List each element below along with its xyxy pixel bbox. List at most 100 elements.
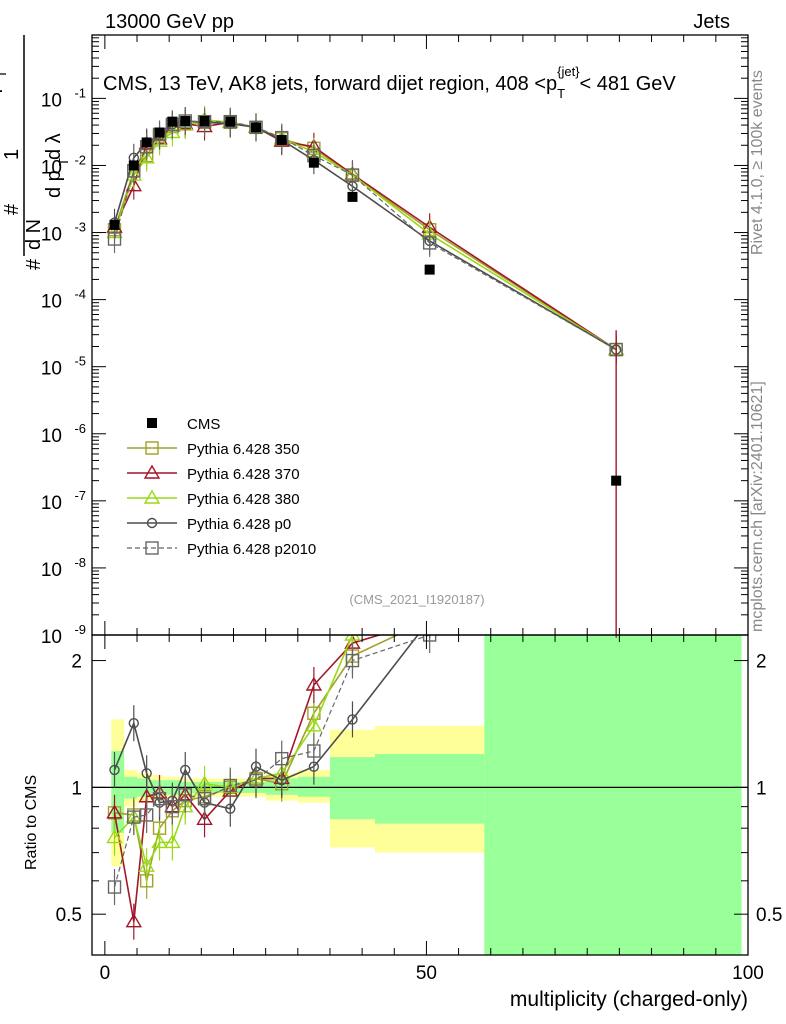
series-line-1 (113, 121, 617, 351)
legend-marker (147, 418, 157, 428)
data-point (128, 160, 139, 171)
ratio-point (345, 653, 360, 668)
ratio-y-tick-label: 2 (71, 652, 82, 673)
ratio-point (139, 808, 154, 822)
ratio-point (138, 857, 155, 872)
main-series (106, 105, 625, 635)
svg-text:T: T (0, 70, 9, 78)
ratio-point (109, 764, 120, 776)
data-point (154, 127, 165, 138)
data-point (251, 122, 261, 133)
ratio-point (197, 791, 212, 806)
legend-marker (143, 464, 161, 479)
data-point (225, 116, 236, 127)
data-point (141, 137, 152, 148)
y-tick-label: 10 -7 (41, 488, 86, 514)
svg-text:T: T (56, 158, 71, 166)
legend-marker (146, 517, 158, 529)
ratio-point (106, 804, 123, 819)
ratio-point (423, 613, 437, 625)
svg-text:#: # (23, 258, 45, 270)
svg-text:d N: d N (23, 219, 45, 250)
ratio-point (305, 676, 323, 691)
svg-text:d p: d p (43, 170, 65, 198)
data-point (199, 116, 210, 127)
legend-item-4: Pythia 6.428 p2010 (127, 541, 316, 558)
ratio-point (225, 803, 236, 814)
ratio-y-tick-label-right: 0.5 (756, 905, 782, 926)
ratio-point (275, 751, 289, 766)
legend-item-2: Pythia 6.428 380 (127, 489, 300, 508)
legend-item-0: Pythia 6.428 350 (127, 441, 300, 458)
data-point (308, 157, 319, 168)
series-point (107, 232, 122, 246)
data-point (424, 264, 435, 275)
legend-label: Pythia 6.428 380 (187, 491, 300, 508)
ratio-y-tick-label: 1 (71, 778, 82, 799)
data-point (109, 219, 120, 230)
ratio-y-tick-label-right: 2 (756, 652, 767, 673)
ratio-line-4 (113, 635, 438, 888)
series-point (249, 120, 263, 135)
x-tick-label: 100 (732, 963, 764, 984)
ratio-point (344, 635, 361, 641)
ratio-y-axis-label: Ratio to CMS (23, 775, 40, 870)
ratio-point (307, 744, 321, 758)
data-point (180, 116, 191, 127)
ratio-frame (91, 634, 749, 956)
legend-item-1: Pythia 6.428 370 (127, 464, 300, 483)
ratio-point (164, 834, 181, 849)
legend-item-cms: CMS (147, 416, 220, 433)
ratio-point (106, 829, 123, 844)
legend-marker (145, 541, 159, 555)
ratio-point (107, 880, 122, 894)
y-tick-label: 10 -6 (41, 421, 86, 447)
series-line-3 (113, 120, 617, 351)
series-line-4 (113, 120, 617, 351)
ratio-point (152, 791, 167, 806)
legend-label: Pythia 6.428 p2010 (187, 541, 316, 558)
y-tick-label: 10 -8 (41, 555, 86, 581)
band-green-10 (374, 754, 485, 824)
ratio-point (151, 834, 168, 849)
svg-text:#: # (0, 198, 5, 210)
mcplots-label: mcplots.cern.ch [arXiv:2401.10621] (749, 381, 766, 632)
ratio-point (127, 810, 141, 824)
series-line-0 (113, 121, 617, 351)
axes: 10-1 10-2 10-3 10-4 10-5 10-6 10-7 10-8 10 -9 0.5 0… (41, 34, 782, 984)
series-point (197, 114, 212, 129)
ratio-point (196, 810, 213, 825)
legend-label: Pythia 6.428 370 (187, 466, 300, 483)
data-point (276, 134, 287, 145)
svg-text:#: # (1, 203, 23, 215)
chart-title: CMS, 13 TeV, AK8 jets, forward dijet reg… (103, 64, 676, 101)
y-tick-label: 10 -2 (41, 152, 86, 178)
ratio-point (180, 764, 191, 776)
y-tick-label: 10 -9 (41, 622, 86, 648)
y-axis-label: # d N 1 # d p T # d λ d p T d N 2 (0, 35, 71, 270)
series-point (223, 114, 237, 129)
legend-label: Pythia 6.428 350 (187, 441, 300, 458)
svg-text:1: 1 (1, 149, 23, 160)
band-green-11 (484, 635, 742, 955)
legend-marker (143, 489, 161, 504)
ratio-point (422, 635, 437, 642)
series-line-2 (113, 118, 617, 351)
y-tick-label: 10 -5 (41, 354, 86, 380)
main-panel (106, 105, 625, 635)
y-tick-label: 10 -3 (41, 220, 86, 246)
data-point (167, 116, 178, 127)
ratio-line-3 (113, 635, 419, 810)
svg-text:d p: d p (0, 82, 3, 110)
ratio-point (305, 717, 323, 732)
ratio-point (347, 714, 358, 725)
ratio-y-tick-label-right: 1 (756, 778, 767, 799)
rivet-version-label: Rivet 4.1.0, ≥ 100k events (749, 70, 766, 255)
analysis-tag: (CMS_2021_I1920187) (349, 592, 484, 607)
svg-text:d λ: d λ (43, 133, 65, 160)
series-point (138, 149, 155, 164)
x-tick-label: 0 (100, 963, 111, 984)
legend-item-3: Pythia 6.428 p0 (127, 516, 291, 533)
ratio-panel (92, 613, 748, 955)
